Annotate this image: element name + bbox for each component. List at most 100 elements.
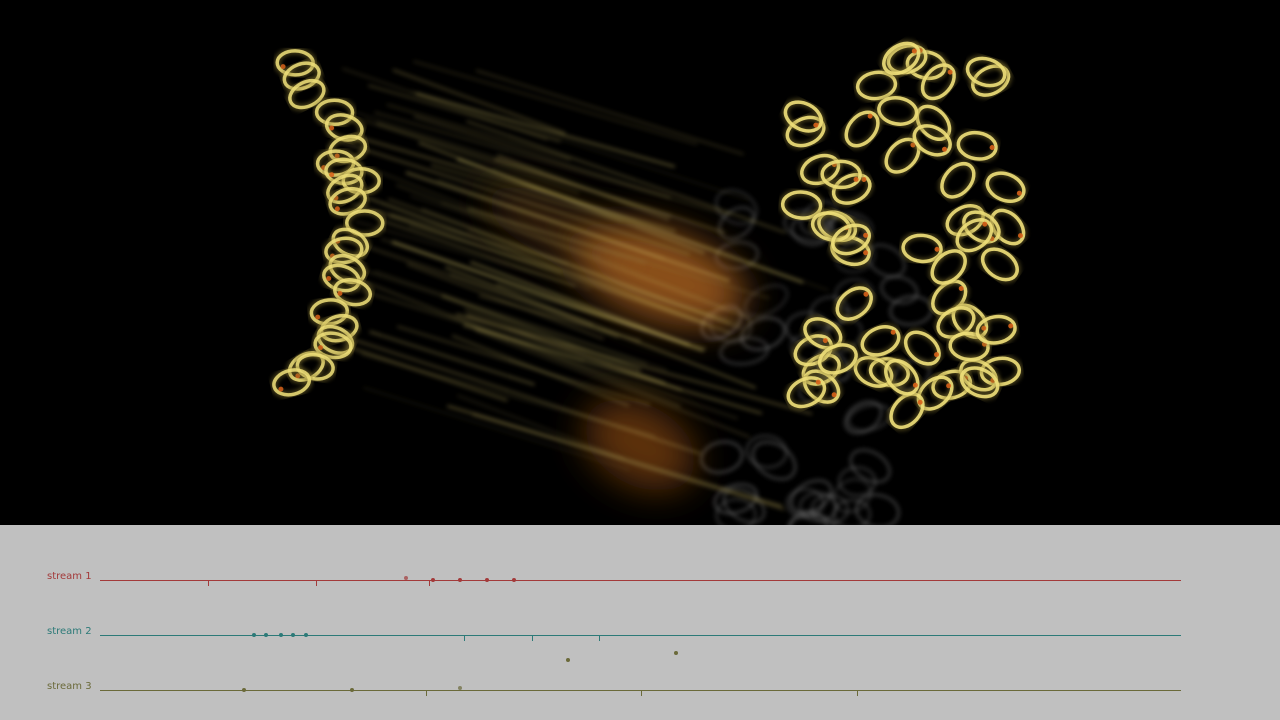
gray-ring bbox=[751, 440, 797, 481]
gold-ring bbox=[779, 188, 825, 222]
streak bbox=[376, 122, 672, 217]
stream-event-marker[interactable] bbox=[304, 633, 309, 637]
stream-event-marker[interactable] bbox=[291, 633, 296, 637]
gold-ring bbox=[983, 169, 1028, 205]
gray-ring bbox=[849, 448, 892, 484]
gold-ring bbox=[973, 313, 1019, 347]
stream-label: stream 2 bbox=[47, 626, 92, 637]
stream-label: stream 3 bbox=[47, 681, 92, 692]
streak bbox=[391, 240, 705, 353]
stream-track[interactable] bbox=[100, 580, 1181, 581]
stream-event-marker[interactable] bbox=[484, 578, 489, 582]
streak bbox=[410, 195, 601, 259]
streak bbox=[413, 60, 698, 145]
streak bbox=[362, 195, 708, 325]
track-tick bbox=[640, 691, 642, 696]
streak bbox=[374, 270, 667, 371]
stream-event-marker[interactable] bbox=[278, 633, 283, 637]
streak bbox=[472, 413, 785, 511]
stream-event-marker[interactable] bbox=[251, 633, 256, 637]
streak bbox=[448, 313, 612, 366]
stream-event-marker[interactable] bbox=[457, 686, 462, 690]
stream-event-marker[interactable] bbox=[457, 578, 462, 582]
streak bbox=[389, 213, 731, 334]
gray-ring bbox=[843, 400, 883, 435]
streak bbox=[380, 219, 576, 287]
stream-track[interactable] bbox=[100, 690, 1181, 691]
gold-ring bbox=[977, 354, 1023, 388]
streak bbox=[352, 276, 681, 408]
gold-ring bbox=[818, 157, 864, 191]
gray-ring bbox=[713, 482, 759, 515]
streak bbox=[445, 266, 756, 389]
streak bbox=[471, 326, 738, 420]
track-tick bbox=[599, 636, 601, 641]
streak bbox=[340, 140, 690, 256]
track-tick bbox=[428, 581, 430, 586]
gold-ring bbox=[781, 98, 825, 135]
streak bbox=[456, 158, 804, 284]
gold-ring bbox=[979, 245, 1021, 284]
streak bbox=[491, 168, 829, 291]
streak bbox=[352, 111, 543, 174]
gold-ring bbox=[842, 108, 882, 150]
track-tick bbox=[426, 691, 428, 696]
gray-ring bbox=[785, 311, 831, 346]
streak bbox=[350, 202, 568, 265]
streak bbox=[386, 103, 571, 161]
gold-ring bbox=[311, 329, 355, 361]
gold-ring bbox=[928, 247, 969, 287]
gold-ring bbox=[919, 61, 958, 103]
gold-ring bbox=[833, 284, 875, 323]
gold-ring-cluster-left bbox=[270, 47, 387, 399]
streak bbox=[457, 394, 625, 460]
gold-ring bbox=[887, 390, 927, 431]
gray-ring bbox=[879, 275, 919, 305]
gold-ring bbox=[270, 366, 313, 399]
streak bbox=[368, 84, 561, 143]
gold-ring bbox=[946, 329, 992, 364]
gray-ring bbox=[745, 434, 788, 469]
gray-ring bbox=[743, 283, 789, 318]
stream-event-marker[interactable] bbox=[241, 688, 246, 692]
stream-event-marker[interactable] bbox=[566, 658, 571, 662]
streak bbox=[406, 262, 604, 340]
stream-event-marker[interactable] bbox=[349, 688, 354, 692]
track-tick bbox=[316, 581, 318, 586]
streak bbox=[441, 294, 642, 372]
gold-ring bbox=[858, 323, 903, 359]
streak bbox=[421, 207, 743, 329]
stream-event-marker[interactable] bbox=[430, 578, 435, 582]
gray-ring bbox=[888, 294, 934, 327]
streak bbox=[451, 334, 630, 407]
gray-ring bbox=[740, 316, 787, 352]
gray-ring bbox=[837, 465, 877, 497]
streak bbox=[379, 171, 725, 309]
gold-ring bbox=[902, 328, 943, 368]
streak bbox=[467, 228, 736, 328]
stream-event-marker[interactable] bbox=[403, 576, 408, 580]
gold-ring bbox=[293, 351, 337, 383]
gray-ring bbox=[785, 487, 825, 519]
streak bbox=[497, 154, 670, 221]
gold-ring bbox=[953, 216, 995, 255]
gray-ring bbox=[699, 440, 744, 474]
gold-ring bbox=[899, 231, 945, 265]
streak bbox=[342, 343, 508, 402]
gold-ring bbox=[816, 341, 860, 377]
stream-track[interactable] bbox=[100, 635, 1181, 636]
stream-event-marker[interactable] bbox=[264, 633, 269, 637]
stream-event-marker[interactable] bbox=[512, 578, 517, 582]
gold-ring-cluster-right bbox=[779, 39, 1028, 431]
streak bbox=[355, 135, 676, 233]
gold-ring bbox=[313, 96, 357, 128]
streak bbox=[358, 267, 647, 365]
stream-event-marker[interactable] bbox=[674, 651, 679, 655]
streak bbox=[469, 261, 690, 346]
streak bbox=[413, 115, 671, 199]
timeline-panel: stream 1 stream 2 stream 3 bbox=[0, 525, 1280, 720]
streak bbox=[374, 111, 730, 216]
gold-ring bbox=[880, 39, 923, 77]
streak bbox=[455, 313, 813, 415]
streak bbox=[392, 69, 566, 135]
